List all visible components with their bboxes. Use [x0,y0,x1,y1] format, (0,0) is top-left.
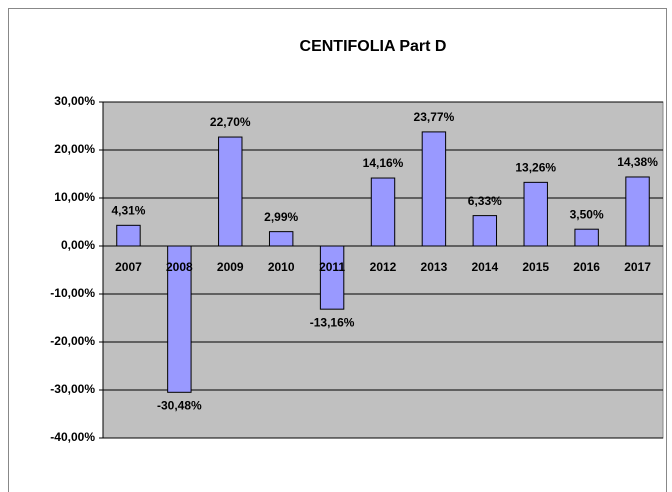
y-tick-label: 30,00% [54,94,95,108]
bar [472,215,498,247]
data-label: 14,16% [363,156,404,170]
x-tick-label: 2007 [115,260,142,274]
data-label: -13,16% [310,315,355,329]
bar [319,245,345,310]
data-label: 14,38% [617,155,658,169]
x-tick-label: 2010 [268,260,295,274]
data-label: 23,77% [414,110,455,124]
x-tick-label: 2011 [319,260,345,274]
y-tick-label: -20,00% [50,334,95,348]
bar [523,181,548,247]
x-tick-label: 2014 [471,260,498,274]
y-tick-label: 10,00% [54,190,95,204]
data-label: 2,99% [264,210,298,224]
bar [268,231,294,247]
bar [218,136,243,247]
data-label: 22,70% [210,115,251,129]
data-label: 13,26% [515,161,556,175]
bar [167,245,192,393]
data-label: 4,31% [111,203,145,217]
y-tick-label: -40,00% [50,430,95,444]
x-tick-label: 2008 [166,260,193,274]
data-label: 3,50% [570,207,604,221]
bar [625,176,650,247]
y-tick-label: 0,00% [61,238,95,252]
plot-area [102,101,664,439]
x-tick-label: 2017 [624,260,651,274]
x-tick-label: 2009 [217,260,244,274]
bar [574,228,599,247]
x-tick-label: 2013 [421,260,448,274]
y-tick-label: -30,00% [50,382,95,396]
y-tick-label: -10,00% [50,286,95,300]
chart-title: CENTIFOLIA Part D [300,38,447,55]
data-label: -30,48% [157,398,202,412]
x-tick-label: 2012 [370,260,397,274]
bar [116,224,141,247]
bar [370,177,396,247]
x-tick-label: 2015 [522,260,549,274]
bar [421,131,447,247]
y-tick-label: 20,00% [54,142,95,156]
data-label: 6,33% [468,194,502,208]
x-tick-label: 2016 [573,260,600,274]
